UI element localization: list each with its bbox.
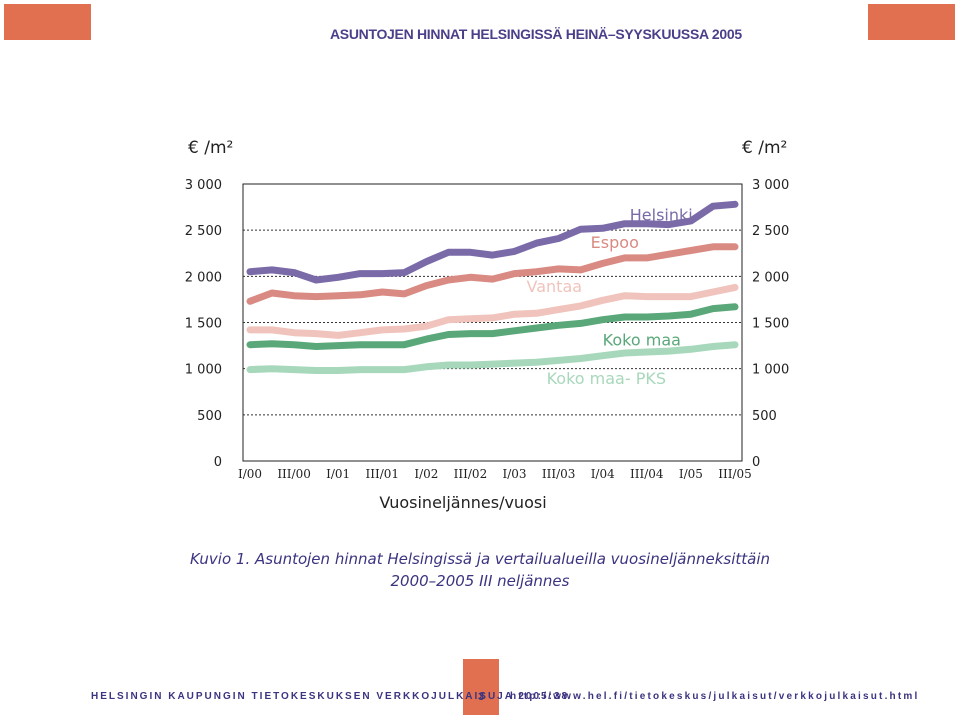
figure-caption-line-2: 2000–2005 III neljännes bbox=[390, 572, 570, 590]
footer-url-link[interactable]: http://www.hel.fi/tietokeskus/julkaisut/… bbox=[510, 691, 920, 702]
y-tick-left-1000: 1 000 bbox=[185, 363, 222, 378]
x-tick-I-02: I/02 bbox=[414, 467, 438, 481]
y-tick-right-2500: 2 500 bbox=[752, 224, 789, 239]
y-tick-left-1500: 1 500 bbox=[185, 317, 222, 332]
x-tick-I-05: I/05 bbox=[679, 467, 703, 481]
series-line-espoo bbox=[246, 243, 739, 305]
corner-block-left bbox=[4, 4, 91, 40]
x-tick-III-05: III/05 bbox=[718, 467, 752, 481]
line-chart: Helsinki Espoo Vantaa Koko maa Koko maa- PKS… bbox=[185, 138, 789, 512]
series-label-helsinki: Helsinki bbox=[630, 206, 693, 225]
x-tick-III-03: III/03 bbox=[542, 467, 576, 481]
y-ticks-right: 0 500 1 000 1 500 2 000 2 500 3 000 bbox=[752, 178, 789, 470]
y-tick-right-2000: 2 000 bbox=[752, 270, 789, 285]
series-labels: Helsinki Espoo Vantaa Koko maa Koko maa- PKS bbox=[527, 206, 693, 389]
series-line-vantaa bbox=[246, 283, 739, 339]
figure-caption-line-1: Kuvio 1. Asuntojen hinnat Helsingissä ja… bbox=[189, 550, 771, 568]
x-tick-III-02: III/02 bbox=[454, 467, 488, 481]
y-tick-left-0: 0 bbox=[214, 455, 222, 470]
series-line-koko-maa-pks bbox=[246, 341, 739, 374]
y-tick-left-500: 500 bbox=[197, 409, 222, 424]
x-tick-III-01: III/01 bbox=[365, 467, 399, 481]
y-tick-right-500: 500 bbox=[752, 409, 777, 424]
page-number: 3 bbox=[477, 691, 485, 703]
series-line-koko-maa bbox=[246, 303, 739, 350]
x-ticks: I/00 III/00 I/01 III/01 I/02 III/02 I/03 III/03… bbox=[238, 467, 752, 481]
y-tick-right-1000: 1 000 bbox=[752, 363, 789, 378]
corner-block-right bbox=[868, 4, 955, 40]
x-tick-III-04: III/04 bbox=[630, 467, 664, 481]
y-tick-left-3000: 3 000 bbox=[185, 178, 222, 193]
y-tick-right-1500: 1 500 bbox=[752, 317, 789, 332]
x-tick-III-00: III/00 bbox=[277, 467, 311, 481]
page-number-box bbox=[463, 659, 499, 715]
x-tick-I-03: I/03 bbox=[503, 467, 527, 481]
footer-publication: HELSINGIN KAUPUNGIN TIETOKESKUKSEN VERKK… bbox=[91, 691, 570, 702]
x-axis-label: Vuosineljännes/vuosi bbox=[379, 493, 546, 512]
y-tick-left-2500: 2 500 bbox=[185, 224, 222, 239]
x-tick-I-00: I/00 bbox=[238, 467, 262, 481]
y-ticks-left: 0 500 1 000 1 500 2 000 2 500 3 000 bbox=[185, 178, 222, 470]
x-tick-I-01: I/01 bbox=[326, 467, 350, 481]
series-line-helsinki bbox=[246, 200, 739, 284]
y-tick-right-3000: 3 000 bbox=[752, 178, 789, 193]
series-label-vantaa: Vantaa bbox=[527, 277, 583, 296]
y-axis-label-right: € /m² bbox=[742, 138, 787, 158]
series-label-koko-maa-pks: Koko maa- PKS bbox=[547, 369, 666, 388]
y-tick-right-0: 0 bbox=[752, 455, 760, 470]
y-axis-label-left: € /m² bbox=[188, 138, 233, 158]
x-tick-I-04: I/04 bbox=[591, 467, 615, 481]
series-lines bbox=[246, 200, 739, 374]
y-tick-left-2000: 2 000 bbox=[185, 270, 222, 285]
series-label-espoo: Espoo bbox=[591, 233, 639, 252]
series-label-koko-maa: Koko maa bbox=[603, 330, 681, 349]
